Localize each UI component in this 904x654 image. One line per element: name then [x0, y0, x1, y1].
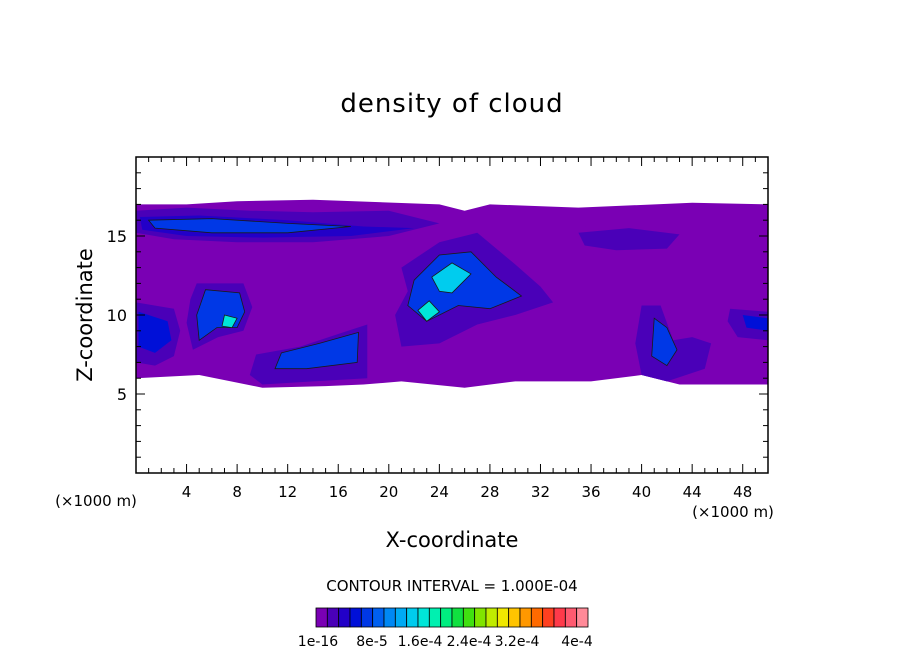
x-tick-label-4: 4 — [182, 483, 192, 501]
cloud-region-5 — [578, 228, 680, 251]
colorbar-swatch-1 — [326, 607, 340, 628]
colorbar-swatch-6 — [383, 607, 396, 628]
x-tick-label-16: 16 — [329, 483, 348, 501]
colorbar-label-4: 3.2e-4 — [495, 634, 540, 650]
colorbar-label-5: 4e-4 — [561, 634, 593, 650]
y-axis-title: Z-coordinate — [73, 248, 97, 382]
colorbar-swatch-16 — [496, 607, 510, 628]
y-tick-label-15: 15 — [107, 227, 127, 246]
cloud-region-18 — [651, 317, 678, 367]
colorbar-swatch-8 — [406, 607, 419, 628]
cloud-region-3 — [147, 218, 351, 234]
colorbar-swatch-20 — [542, 607, 555, 628]
cloud-density-field — [136, 199, 768, 388]
colorbar-label-2: 1.6e-4 — [398, 634, 443, 650]
colorbar-label-3: 2.4e-4 — [447, 634, 492, 650]
colorbar-swatch-9 — [417, 607, 430, 628]
y-tick-label-10: 10 — [107, 306, 127, 325]
x-tick-label-44: 44 — [683, 483, 702, 501]
colorbar-swatch-5 — [372, 607, 385, 628]
x-tick-label-24: 24 — [430, 483, 449, 501]
x-tick-label-28: 28 — [480, 483, 499, 501]
z-unit-label: (×1000 m) — [55, 492, 137, 510]
x-tick-label-32: 32 — [531, 483, 550, 501]
colorbar-label-1: 8e-5 — [356, 634, 387, 650]
colorbar — [315, 607, 589, 628]
x-tick-label-40: 40 — [632, 483, 651, 501]
colorbar-swatch-3 — [349, 607, 362, 628]
x-tick-label-48: 48 — [733, 483, 752, 501]
colorbar-swatch-14 — [474, 607, 487, 628]
colorbar-swatch-13 — [462, 607, 476, 628]
colorbar-swatch-7 — [394, 607, 408, 628]
x-axis-title: X-coordinate — [386, 528, 519, 552]
colorbar-swatch-17 — [508, 607, 521, 628]
colorbar-swatch-2 — [338, 607, 351, 628]
colorbar-swatch-4 — [360, 607, 374, 628]
x-tick-label-12: 12 — [278, 483, 297, 501]
x-tick-label-36: 36 — [581, 483, 600, 501]
x-tick-label-8: 8 — [232, 483, 242, 501]
cloud-region-13 — [196, 289, 246, 342]
cloud-region-20 — [742, 315, 768, 331]
colorbar-swatch-18 — [519, 607, 532, 628]
colorbar-swatch-12 — [451, 607, 464, 628]
colorbar-swatch-23 — [576, 607, 589, 628]
cloud-region-9 — [417, 300, 440, 322]
colorbar-swatch-10 — [428, 607, 442, 628]
x-tick-label-20: 20 — [379, 483, 398, 501]
cloud-region-14 — [221, 314, 238, 329]
chart-title: density of cloud — [340, 89, 563, 119]
colorbar-swatch-0 — [315, 607, 328, 628]
colorbar-swatch-15 — [485, 607, 498, 628]
colorbar-label-0: 1e-16 — [298, 634, 338, 650]
cloud-region-11 — [138, 311, 172, 353]
cloud-region-8 — [431, 262, 472, 294]
colorbar-swatch-11 — [440, 607, 453, 628]
colorbar-swatch-19 — [530, 607, 544, 628]
colorbar-swatch-21 — [553, 607, 566, 628]
x-unit-label: (×1000 m) — [692, 503, 774, 521]
colorbar-labels: 1e-16 8e-5 1.6e-4 2.4e-4 3.2e-4 4e-4 — [298, 634, 593, 650]
cloud-region-16 — [274, 331, 359, 370]
x-axis-ticks: 4 8 12 16 20 24 28 32 36 40 44 48 — [148, 157, 756, 501]
contour-interval-label: CONTOUR INTERVAL = 1.000E-04 — [326, 577, 577, 595]
y-axis-ticks: 5 10 15 — [107, 172, 768, 458]
cloud-region-7 — [407, 251, 523, 322]
colorbar-swatch-22 — [564, 607, 578, 628]
y-tick-label-5: 5 — [117, 385, 127, 404]
